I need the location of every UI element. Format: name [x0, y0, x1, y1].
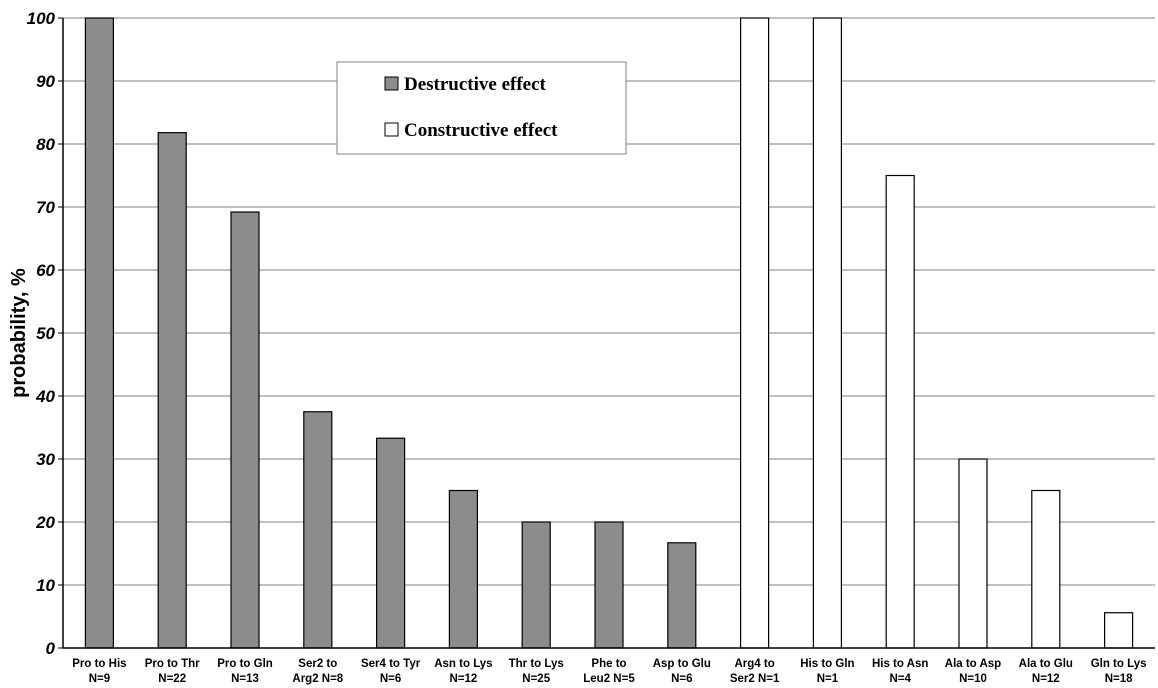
constructive-bar: [1105, 613, 1133, 648]
x-tick-label-line: Arg4 to: [734, 658, 774, 670]
x-tick-label-line: Ala to Glu: [1019, 658, 1073, 670]
x-tick-label: Arg4 to Ser2 N=1: [730, 658, 780, 685]
constructive-bar: [959, 459, 987, 648]
x-tick-label-line: Ser2 N=1: [730, 673, 780, 685]
legend: Destructive effect Constructive effect: [337, 62, 626, 154]
x-tick-label-line: N=12: [449, 673, 477, 685]
destructive-bar: [595, 522, 623, 648]
y-tick-label: 60: [36, 261, 55, 280]
x-tick-label-line: N=25: [522, 673, 550, 685]
x-tick-label-line: Pro to Gln: [217, 658, 273, 670]
legend-swatch-constructive: [385, 123, 398, 136]
x-tick-label-line: His to Asn: [872, 658, 928, 670]
y-tick-label: 30: [36, 450, 55, 469]
x-tick-label: His to Asn N=4: [872, 658, 928, 685]
x-tick-label: Ala to Glu N=12: [1019, 658, 1073, 685]
x-tick-label-line: N=10: [959, 673, 987, 685]
constructive-bar: [813, 18, 841, 648]
x-tick-label-line: N=18: [1105, 673, 1133, 685]
destructive-bar: [668, 543, 696, 648]
x-tick-label: Ala to Asp N=10: [945, 658, 1001, 685]
destructive-bar: [304, 412, 332, 648]
x-tick-label: Ser4 to Tyr N=6: [361, 658, 421, 685]
x-tick-label-line: Asn to Lys: [434, 658, 492, 670]
x-tick-label-line: N=6: [380, 673, 401, 685]
y-tick-label: 90: [36, 72, 55, 91]
x-tick-label-line: Asp to Glu: [653, 658, 711, 670]
y-tick-label: 40: [35, 387, 55, 406]
x-tick-label-line: His to Gln: [800, 658, 854, 670]
destructive-bar: [377, 438, 405, 648]
x-tick-label: His to Gln N=1: [800, 658, 854, 685]
x-tick-label: Ser2 to Arg2 N=8: [292, 658, 343, 685]
destructive-bar: [449, 491, 477, 649]
destructive-bar: [158, 133, 186, 648]
x-tick-labels: Pro to His N=9 Pro to Thr N=22 Pro to Gln N=1…: [72, 658, 1146, 685]
y-tick-label: 50: [36, 324, 55, 343]
y-tick-label: 0: [46, 639, 56, 658]
x-tick-label-line: Pro to Thr: [145, 658, 200, 670]
x-tick-label-line: N=4: [889, 673, 911, 685]
x-tick-label: Gln to Lys N=18: [1091, 658, 1147, 685]
x-tick-label-line: Ser4 to Tyr: [361, 658, 421, 670]
constructive-bar: [741, 18, 769, 648]
destructive-bar: [522, 522, 550, 648]
y-axis-label: probability, %: [8, 268, 30, 398]
x-tick-label-line: N=13: [231, 673, 259, 685]
x-tick-label-line: N=6: [671, 673, 692, 685]
x-tick-label-line: Thr to Lys: [509, 658, 564, 670]
x-tick-label-line: Arg2 N=8: [292, 673, 343, 685]
destructive-bar: [231, 212, 259, 648]
constructive-bar: [1032, 491, 1060, 649]
x-tick-label: Thr to Lys N=25: [509, 658, 564, 685]
x-tick-label-line: Gln to Lys: [1091, 658, 1147, 670]
destructive-bar: [85, 18, 113, 648]
y-tick-label: 10: [36, 576, 55, 595]
y-tick-labels: 0 10 20 30 40 50 60 70 80 90 100: [27, 9, 56, 658]
y-tick-label: 100: [27, 9, 56, 28]
y-tick-label: 70: [36, 198, 55, 217]
x-tick-label-line: Leu2 N=5: [583, 673, 635, 685]
x-tick-label: Pro to His N=9: [72, 658, 126, 685]
x-tick-label-line: Ala to Asp: [945, 658, 1001, 670]
x-tick-label-line: Pro to His: [72, 658, 126, 670]
x-tick-label: Phe to Leu2 N=5: [583, 658, 635, 685]
y-tick-label: 20: [35, 513, 55, 532]
constructive-bar: [886, 176, 914, 649]
legend-label-destructive: Destructive effect: [404, 74, 547, 95]
x-tick-label: Pro to Thr N=22: [145, 658, 200, 685]
x-tick-label-line: N=22: [158, 673, 186, 685]
x-tick-label-line: Phe to: [591, 658, 626, 670]
x-tick-label: Pro to Gln N=13: [217, 658, 273, 685]
legend-swatch-destructive: [385, 77, 398, 90]
x-tick-label-line: N=12: [1032, 673, 1060, 685]
x-tick-label: Asn to Lys N=12: [434, 658, 492, 685]
x-tick-label-line: N=9: [89, 673, 110, 685]
y-tick-label: 80: [36, 135, 55, 154]
x-tick-label-line: Ser2 to: [298, 658, 337, 670]
x-tick-label-line: N=1: [817, 673, 839, 685]
legend-label-constructive: Constructive effect: [404, 120, 558, 141]
x-tick-label: Asp to Glu N=6: [653, 658, 711, 685]
